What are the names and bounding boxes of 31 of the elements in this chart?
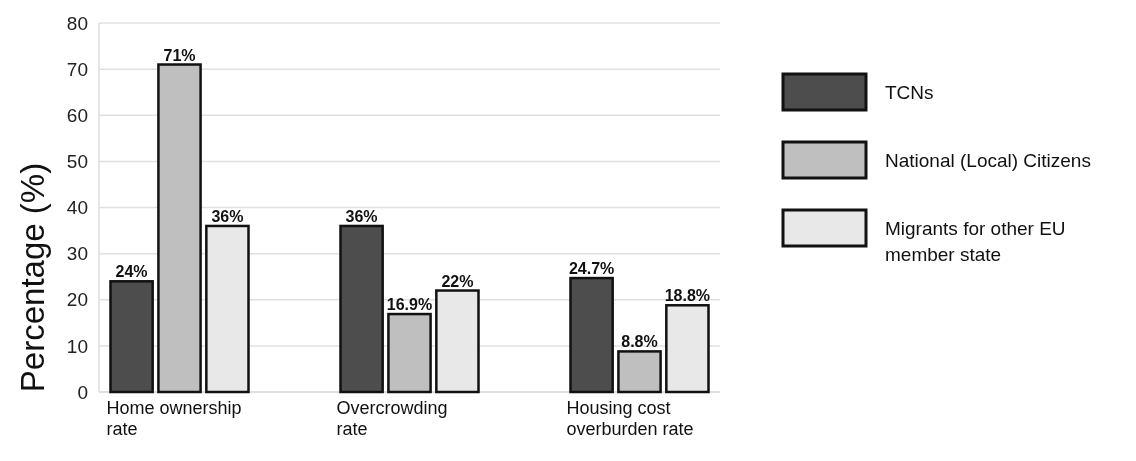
y-tick-label: 30 — [66, 243, 88, 265]
y-tick-label: 0 — [77, 381, 88, 403]
x-tick-label: Housing cost overburden rate — [566, 398, 694, 439]
legend-label: National (Local) Citizens — [885, 149, 1091, 171]
data-label: 24.7% — [568, 260, 615, 278]
x-tick-label: Overcrowding rate — [336, 398, 448, 439]
y-tick-label: 60 — [66, 104, 88, 126]
data-label: 16.9% — [386, 296, 433, 314]
bar — [339, 224, 384, 394]
y-tick-label: 80 — [66, 12, 88, 34]
y-tick-label: 40 — [66, 197, 88, 219]
legend-label: Migrants for other EU member state — [885, 217, 1066, 265]
legend-label: TCNs — [885, 81, 934, 103]
data-label: 18.8% — [664, 287, 711, 305]
data-label: 24% — [115, 263, 148, 281]
bar — [157, 63, 202, 394]
y-axis-title: Percentage (%) — [14, 162, 51, 393]
x-tick-label: Home ownership rate — [106, 398, 242, 439]
data-label: 36% — [345, 207, 378, 225]
bar — [569, 276, 614, 394]
data-label: 71% — [163, 46, 196, 64]
bar — [109, 280, 154, 394]
y-tick-label: 20 — [66, 289, 88, 311]
bar — [617, 350, 662, 394]
data-label: 36% — [211, 207, 244, 225]
bar — [387, 312, 432, 394]
y-tick-label: 10 — [66, 335, 88, 357]
data-label: 22% — [441, 272, 474, 290]
y-tick-label: 50 — [66, 151, 88, 173]
y-tick-label: 70 — [66, 58, 88, 80]
data-label: 8.8% — [621, 333, 658, 351]
